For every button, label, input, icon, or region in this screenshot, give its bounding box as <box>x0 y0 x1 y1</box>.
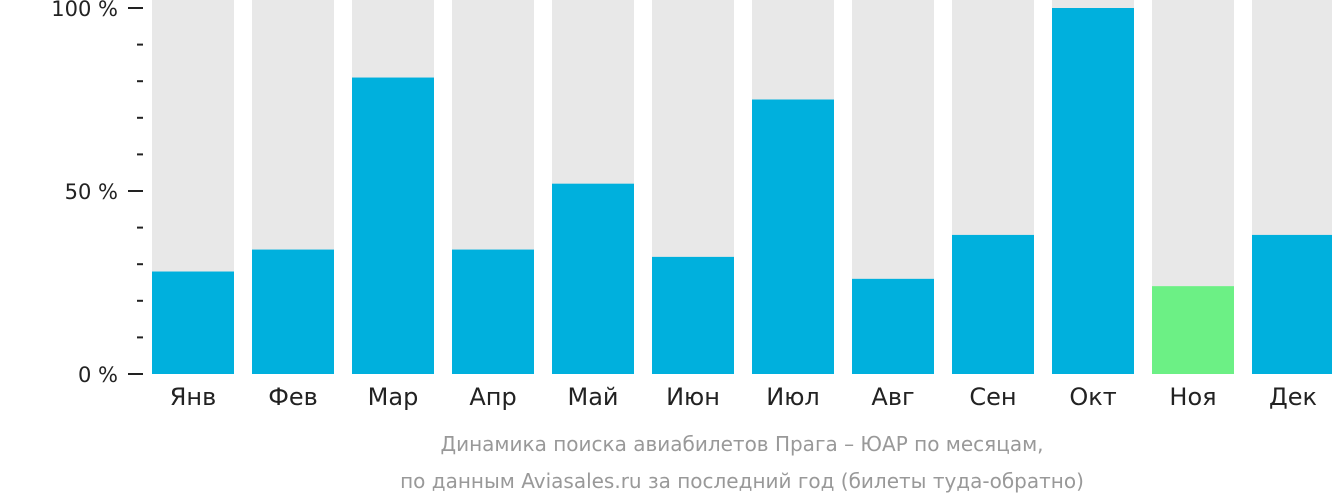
x-tick-label-9: Сен <box>969 383 1016 411</box>
y-tick-label-3: 100 % <box>51 0 118 21</box>
bar-12 <box>1252 234 1332 374</box>
y-axis: 0 % 50 % 100 % <box>51 0 143 387</box>
bar-9 <box>952 234 1034 374</box>
x-tick-label-5: Май <box>567 383 618 411</box>
x-tick-label-11: Ноя <box>1169 383 1216 411</box>
x-tick-label-10: Окт <box>1069 383 1116 411</box>
bar-6 <box>652 256 734 374</box>
x-tick-label-6: Июн <box>666 383 720 411</box>
bar-7 <box>752 99 834 374</box>
x-tick-label-7: Июл <box>766 383 820 411</box>
bar-5 <box>552 183 634 374</box>
x-tick-label-2: Фев <box>268 383 318 411</box>
bar-4 <box>452 249 534 374</box>
y-tick-label-1: 0 % <box>78 363 118 387</box>
x-tick-label-8: Авг <box>871 383 914 411</box>
bar-3 <box>352 77 434 374</box>
x-tick-label-1: Янв <box>170 383 217 411</box>
chart-caption-line-2: по данным Aviasales.ru за последний год … <box>400 469 1084 493</box>
x-tick-label-4: Апр <box>469 383 516 411</box>
chart-caption-line-1: Динамика поиска авиабилетов Прага – ЮАР … <box>440 432 1043 456</box>
x-tick-label-3: Мар <box>368 383 419 411</box>
bar-8 <box>852 278 934 374</box>
bar-2 <box>252 249 334 374</box>
bars <box>152 8 1332 374</box>
x-axis: Янв Фев Мар Апр Май Июн Июл Авг Сен Окт Ноя Дек <box>170 383 1317 411</box>
x-tick-label-12: Дек <box>1269 383 1317 411</box>
bar-10 <box>1052 8 1134 374</box>
y-tick-label-2: 50 % <box>65 180 118 204</box>
bar-1 <box>152 271 234 374</box>
bar-11 <box>1152 286 1234 374</box>
